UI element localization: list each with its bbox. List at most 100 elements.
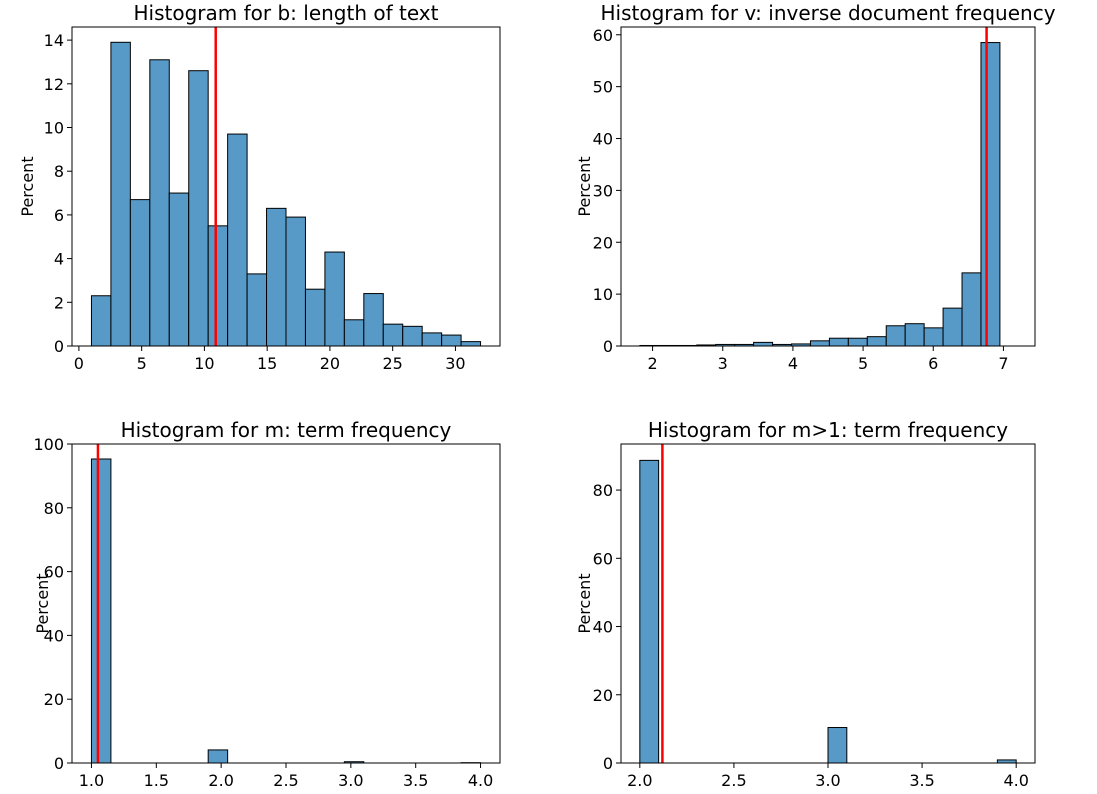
y-tick-label: 10 xyxy=(44,119,64,138)
histogram-bar xyxy=(343,319,365,347)
y-tick-label: 4 xyxy=(54,250,64,269)
histogram-bar xyxy=(246,273,268,347)
x-tick-label: 3.5 xyxy=(909,771,934,790)
histogram-bar xyxy=(421,332,443,347)
x-tick-label: 1.5 xyxy=(144,771,169,790)
y-tick-label: 30 xyxy=(593,181,613,200)
x-tick-label: 7 xyxy=(998,354,1008,373)
histogram-bar xyxy=(885,325,906,347)
histogram-bar xyxy=(809,340,830,347)
histogram-bar xyxy=(188,70,209,347)
y-axis-label: Percent xyxy=(575,156,594,216)
x-tick-label: 4 xyxy=(788,354,798,373)
histogram-bar xyxy=(149,59,170,347)
y-tick-label: 80 xyxy=(44,499,64,518)
y-tick-label: 20 xyxy=(44,690,64,709)
y-tick-label: 0 xyxy=(54,754,64,773)
x-tick-label: 2.5 xyxy=(273,771,298,790)
histogram-bar xyxy=(363,293,384,347)
y-tick-label: 40 xyxy=(593,130,613,149)
histogram-bar xyxy=(866,336,887,347)
chart-title: Histogram for m: term frequency xyxy=(121,418,452,442)
x-tick-label: 2 xyxy=(647,354,657,373)
y-tick-label: 2 xyxy=(54,293,64,312)
y-tick-label: 12 xyxy=(44,75,64,94)
y-axis-label: Percent xyxy=(33,573,52,633)
histogram-bar xyxy=(304,288,326,347)
histogram-bar xyxy=(441,334,462,347)
histogram-bar xyxy=(402,325,423,347)
chart-title: Histogram for b: length of text xyxy=(134,1,439,25)
histogram-bar xyxy=(942,307,963,347)
chart-title: Histogram for v: inverse document freque… xyxy=(600,1,1055,25)
x-tick-label: 4.0 xyxy=(468,771,493,790)
histogram-bar xyxy=(923,327,944,347)
y-tick-label: 0 xyxy=(54,337,64,356)
y-tick-label: 20 xyxy=(593,233,613,252)
x-tick-label: 3.0 xyxy=(815,771,840,790)
histogram-bar xyxy=(980,42,1001,347)
histogram-bar xyxy=(961,272,982,347)
plot-frame xyxy=(620,26,1036,347)
histogram-bar xyxy=(266,207,287,347)
x-tick-label: 3.0 xyxy=(338,771,363,790)
plot-frame xyxy=(71,26,501,347)
histogram-bar xyxy=(129,199,151,347)
histogram-bar xyxy=(847,337,868,347)
y-tick-label: 50 xyxy=(593,78,613,97)
y-tick-label: 60 xyxy=(593,26,613,45)
y-tick-label: 40 xyxy=(593,618,613,637)
y-axis-label: Percent xyxy=(18,156,37,216)
x-tick-label: 6 xyxy=(928,354,938,373)
y-tick-label: 8 xyxy=(54,162,64,181)
panel-length-of-text: 0 5 10 15 20 25 30 0 2 4 6 8 10 12 14 Histogram for b: … xyxy=(18,1,501,373)
y-axis-label: Percent xyxy=(575,573,594,633)
histogram-bar xyxy=(827,727,848,764)
x-tick-label: 25 xyxy=(383,354,403,373)
histogram-bar xyxy=(168,192,190,347)
y-tick-label: 10 xyxy=(593,285,613,304)
y-tick-label: 14 xyxy=(44,31,64,50)
y-tick-label: 0 xyxy=(603,754,613,773)
histogram-bar xyxy=(207,225,229,347)
x-tick-label: 0 xyxy=(74,354,84,373)
y-tick-label: 100 xyxy=(33,435,64,454)
histogram-bar xyxy=(460,341,482,347)
panel-term-frequency: 1.0 1.5 2.0 2.5 3.0 3.5 4.0 0 20 40 60 80 100 Histogr… xyxy=(33,418,501,790)
x-tick-label: 5 xyxy=(858,354,868,373)
x-tick-label: 5 xyxy=(137,354,147,373)
x-tick-label: 3 xyxy=(718,354,728,373)
y-tick-label: 20 xyxy=(593,686,613,705)
histogram-bar xyxy=(639,459,660,764)
y-tick-label: 0 xyxy=(603,337,613,356)
histogram-bar xyxy=(753,341,774,347)
histogram-bar xyxy=(90,458,112,764)
x-tick-label: 3.5 xyxy=(403,771,428,790)
x-tick-label: 2.0 xyxy=(208,771,233,790)
histogram-bar xyxy=(285,216,306,347)
plot-frame xyxy=(71,443,501,764)
histogram-bar xyxy=(382,323,404,347)
x-tick-label: 2.5 xyxy=(721,771,746,790)
x-tick-label: 10 xyxy=(194,354,214,373)
x-tick-label: 30 xyxy=(445,354,465,373)
histogram-bar xyxy=(110,41,131,347)
y-tick-label: 60 xyxy=(44,563,64,582)
x-tick-label: 4.0 xyxy=(1003,771,1028,790)
panel-term-frequency-gt1: 2.0 2.5 3.0 3.5 4.0 0 20 40 60 80 Histogram for m>… xyxy=(575,418,1036,790)
chart-title: Histogram for m>1: term frequency xyxy=(648,418,1008,442)
x-tick-label: 15 xyxy=(257,354,277,373)
x-tick-label: 1.0 xyxy=(79,771,104,790)
y-tick-label: 40 xyxy=(44,626,64,645)
plot-frame xyxy=(620,443,1036,764)
histogram-bar xyxy=(904,323,925,347)
histogram-bar xyxy=(828,337,849,347)
histogram-bar xyxy=(324,251,345,347)
x-tick-label: 2.0 xyxy=(627,771,652,790)
histogram-bar xyxy=(207,749,229,764)
y-tick-label: 60 xyxy=(593,549,613,568)
x-tick-label: 20 xyxy=(320,354,340,373)
histogram-bar xyxy=(227,133,248,347)
